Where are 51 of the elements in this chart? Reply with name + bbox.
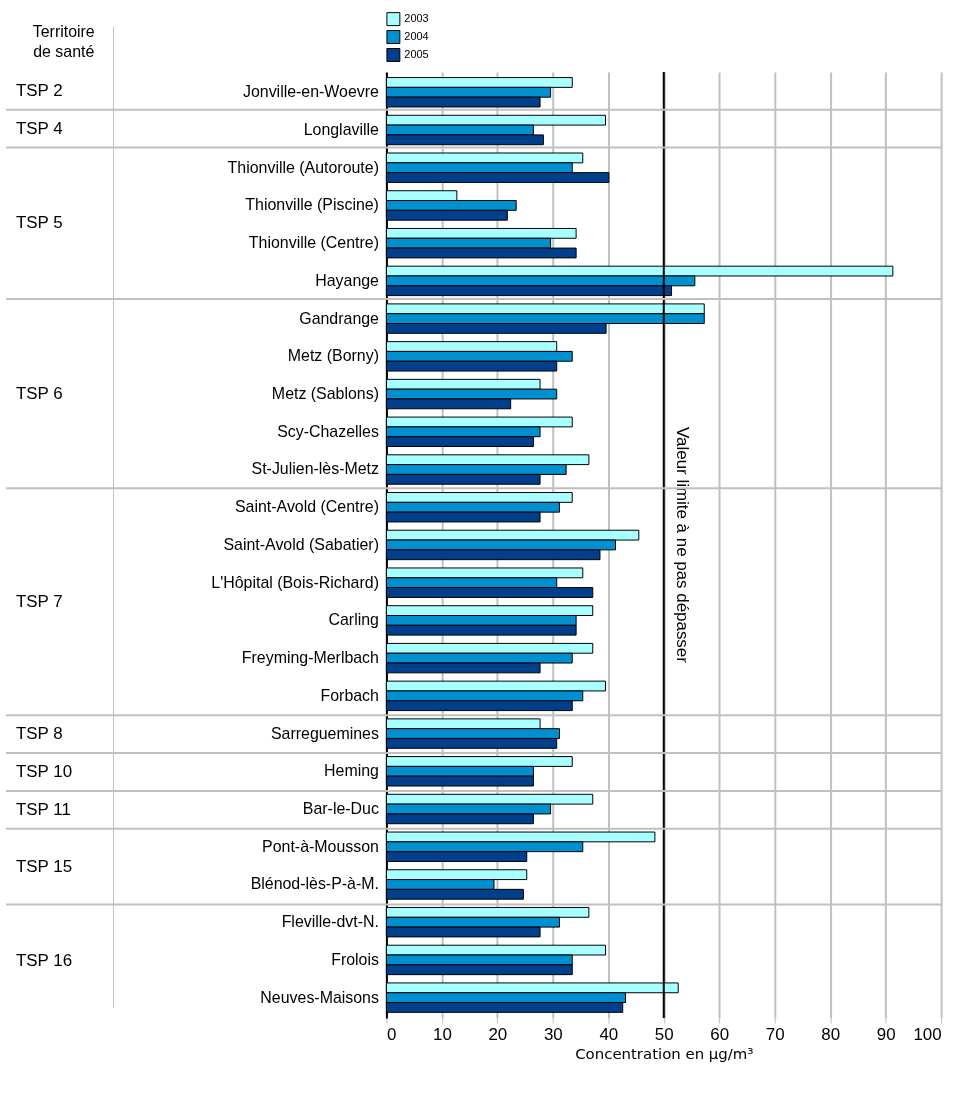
y-tick-label: Saint-Avold (Centre) [234, 498, 379, 516]
y-tick-label: Pont-à-Mousson [262, 837, 379, 855]
text: TSP 15 [15, 856, 73, 876]
legend-label: 2004 [404, 30, 429, 43]
text: TSP 2 [15, 80, 63, 100]
x-tick-label: 30 [543, 1025, 563, 1045]
text: Territoire de santé [32, 23, 95, 60]
y-tick-label: Blénod-lès-P-à-M. [250, 875, 379, 893]
y-tick-label: L'Hôpital (Bois-Richard) [211, 573, 379, 591]
legend-label: 2005 [404, 47, 429, 60]
y-tick-label: Scy-Chazelles [277, 422, 379, 440]
text: TSP 16 [15, 951, 73, 971]
y-tick-label: Saint-Avold (Sabatier) [223, 535, 379, 553]
x-tick-label: 60 [710, 1025, 730, 1045]
y-tick-label: Fleville-dvt-N. [281, 913, 379, 931]
y-tick-label: Hayange [315, 271, 380, 289]
x-tick-label: 70 [765, 1025, 785, 1045]
y-tick-label: Thionville (Centre) [248, 234, 379, 252]
x-tick-label: 50 [654, 1025, 674, 1045]
text: TSP 8 [15, 724, 63, 744]
x-tick-label: 20 [488, 1025, 508, 1045]
y-tick-label: Metz (Borny) [287, 347, 379, 365]
x-tick-label: 0 [386, 1025, 397, 1045]
x-tick-label: 90 [876, 1025, 896, 1045]
y-tick-label: Bar-le-Duc [302, 800, 379, 817]
text: TSP 10 [15, 762, 73, 781]
x-tick-label: 40 [599, 1025, 619, 1045]
y-tick-label: Carling [328, 611, 379, 629]
legend-label: 2003 [404, 12, 429, 25]
y-tick-label: Longlaville [303, 120, 380, 138]
y-tick-label: Gandrange [299, 309, 380, 327]
y-tick-label: Forbach [320, 686, 379, 704]
text: TSP 6 [15, 383, 63, 403]
y-tick-label: Thionville (Piscine) [245, 196, 379, 214]
x-tick-label: 100 [913, 1025, 942, 1045]
x-axis-title: Concentration en µg/m³ [575, 1045, 754, 1064]
y-tick-label: Jonville-en-Woevre [242, 83, 380, 101]
y-tick-label: St-Julien-lès-Metz [251, 460, 379, 478]
y-tick-label: Heming [324, 762, 379, 780]
text: TSP 7 [15, 591, 63, 611]
y-tick-label: Frolois [331, 950, 379, 968]
text: TSP 4 [15, 118, 63, 138]
text: TSP 5 [15, 213, 63, 233]
x-tick-label: 80 [821, 1025, 841, 1045]
y-tick-label: Metz (Sablons) [271, 385, 379, 403]
text: TSP 11 [15, 799, 71, 819]
y-tick-label: Freyming-Merlbach [241, 649, 379, 667]
x-tick-label: 10 [432, 1025, 452, 1045]
y-tick-label: Sarreguemines [270, 724, 379, 742]
y-tick-label: Neuves-Maisons [260, 988, 379, 1006]
y-tick-label: Thionville (Autoroute) [227, 158, 379, 176]
